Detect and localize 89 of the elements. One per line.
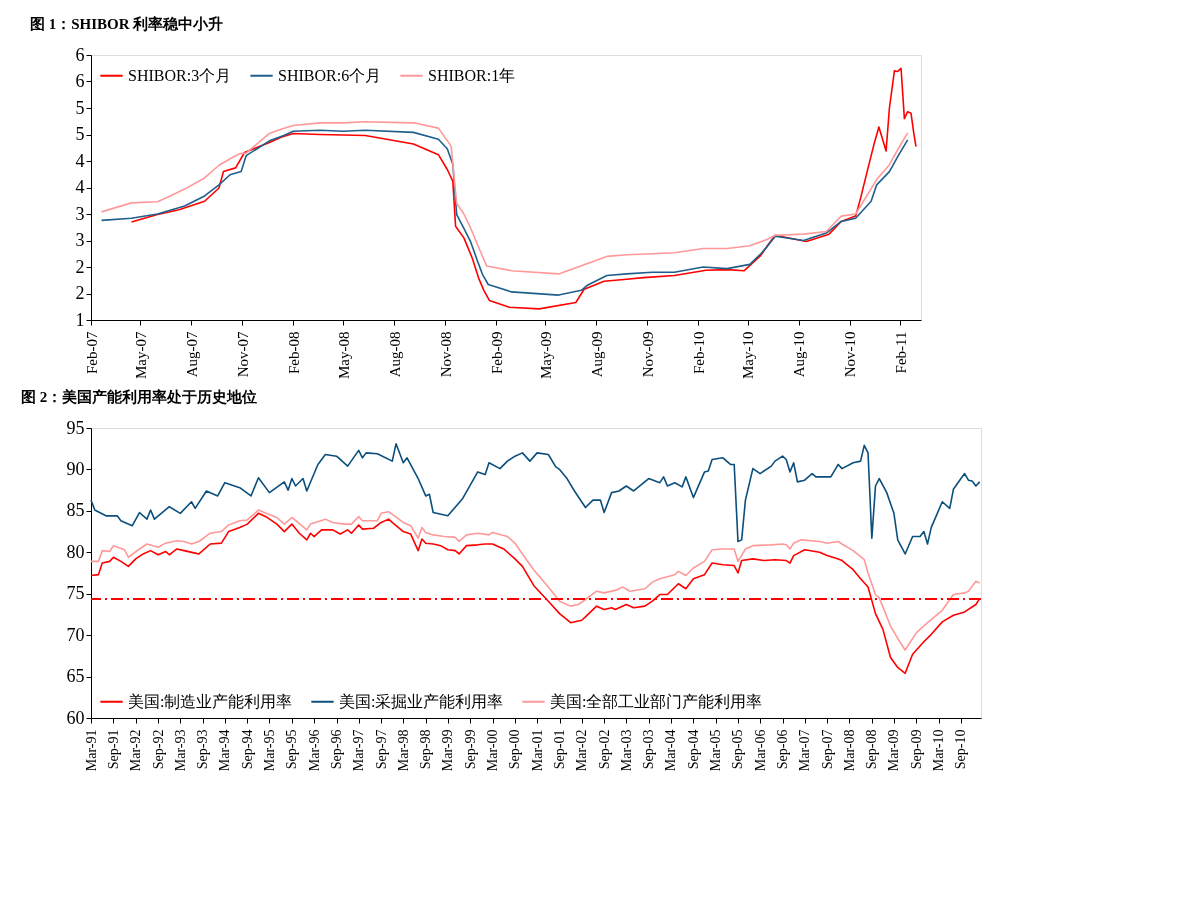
x-tick-label: Sep-05 [730,729,746,770]
x-tick-label: Aug-09 [588,331,605,378]
x-tick-label: Sep-98 [418,729,434,770]
x-tick-label: Sep-04 [685,729,701,770]
x-tick-label: Mar-03 [618,729,634,772]
x-tick-label: Feb-10 [690,331,707,374]
legend-label: SHIBOR:3个月 [128,66,232,84]
x-tick-label: Nov-07 [234,331,251,378]
x-tick-label: Mar-06 [752,729,768,772]
y-tick-label: 70 [66,624,85,645]
line-series [100,129,909,296]
x-tick-label: Mar-01 [529,729,545,772]
x-tick-label: Nov-09 [639,331,656,378]
x-tick-label: Feb-09 [488,331,505,374]
x-tick-label: Nov-08 [437,331,454,378]
x-tick-label: Sep-06 [775,729,791,770]
chart-title: 图 1：SHIBOR 利率稳中小升 [30,15,224,32]
x-tick-label: Sep-03 [641,729,657,770]
x-tick-label: Sep-00 [507,729,523,770]
x-tick-label: Sep-91 [105,729,121,770]
x-tick-label: Mar-08 [841,729,857,772]
y-tick-label: 80 [66,541,85,562]
x-tick-label: Sep-02 [596,729,612,770]
x-tick-label: Sep-09 [908,729,924,770]
x-tick-label: Sep-94 [239,729,255,770]
x-tick-label: May-07 [132,331,149,379]
x-tick-label: Mar-07 [797,729,813,772]
x-tick-label: Mar-93 [172,729,188,772]
x-tick-label: Mar-91 [83,729,99,772]
legend-label: 美国:采掘业产能利用率 [339,692,504,710]
x-tick-label: Aug-07 [183,331,200,378]
x-tick-label: Mar-96 [306,729,322,772]
x-tick-label: Feb-07 [83,331,100,374]
x-tick-label: Mar-97 [351,729,367,772]
y-tick-label: 60 [66,707,85,728]
x-tick-label: Mar-04 [663,729,679,772]
x-tick-label: Feb-11 [893,331,909,374]
line-series [130,67,917,310]
y-tick-label: 1 [75,309,85,330]
x-tick-label: Sep-96 [329,729,345,770]
y-tick-label: 2 [75,283,85,303]
y-tick-label: 3 [75,230,85,250]
x-tick-label: Sep-93 [195,729,211,770]
line-series [100,120,909,275]
x-tick-label: Sep-97 [373,729,389,770]
x-tick-label: Mar-00 [485,729,501,772]
line-series [90,509,981,651]
x-tick-label: May-09 [537,331,554,379]
y-tick-label: 4 [75,177,85,197]
x-tick-label: Mar-92 [128,729,144,772]
y-tick-label: 6 [75,71,85,91]
y-tick-label: 6 [75,44,85,65]
x-tick-label: Aug-10 [791,331,808,378]
x-tick-label: Nov-10 [842,331,859,378]
y-tick-label: 5 [75,124,85,144]
x-tick-label: Sep-07 [819,729,835,770]
x-tick-label: Sep-08 [864,729,880,770]
y-tick-label: 85 [66,500,85,521]
y-tick-label: 95 [66,417,85,438]
x-tick-label: Mar-94 [217,729,233,772]
y-tick-label: 65 [66,666,85,687]
legend-label: 美国:全部工业部门产能利用率 [550,692,763,710]
x-tick-label: Mar-05 [708,729,724,772]
x-tick-label: Mar-09 [886,729,902,772]
y-tick-label: 5 [75,97,85,118]
x-tick-label: May-08 [335,331,352,379]
y-tick-label: 4 [75,150,85,171]
x-tick-label: May-10 [740,331,757,379]
line-series [90,442,981,555]
x-tick-label: Feb-08 [285,331,302,374]
y-tick-label: 3 [75,203,85,224]
x-tick-label: Sep-92 [150,729,166,770]
x-tick-label: Aug-08 [386,331,403,378]
y-tick-label: 90 [66,458,85,479]
chart-title: 图 2：美国产能利用率处于历史地位 [21,388,258,405]
x-tick-label: Mar-10 [931,729,946,772]
x-tick-label: Mar-99 [440,729,456,772]
legend-label: SHIBOR:6个月 [278,66,382,84]
x-tick-label: Sep-10 [953,729,969,770]
y-tick-label: 2 [75,256,85,277]
x-tick-label: Mar-95 [261,729,277,772]
legend-label: 美国:制造业产能利用率 [128,692,293,710]
x-tick-label: Sep-95 [284,729,300,770]
x-tick-label: Sep-01 [552,729,568,770]
x-tick-label: Mar-98 [395,729,411,772]
x-tick-label: Sep-99 [462,729,478,770]
x-tick-label: Mar-02 [574,729,590,772]
y-tick-label: 75 [66,583,85,604]
legend-label: SHIBOR:1年 [428,66,516,84]
